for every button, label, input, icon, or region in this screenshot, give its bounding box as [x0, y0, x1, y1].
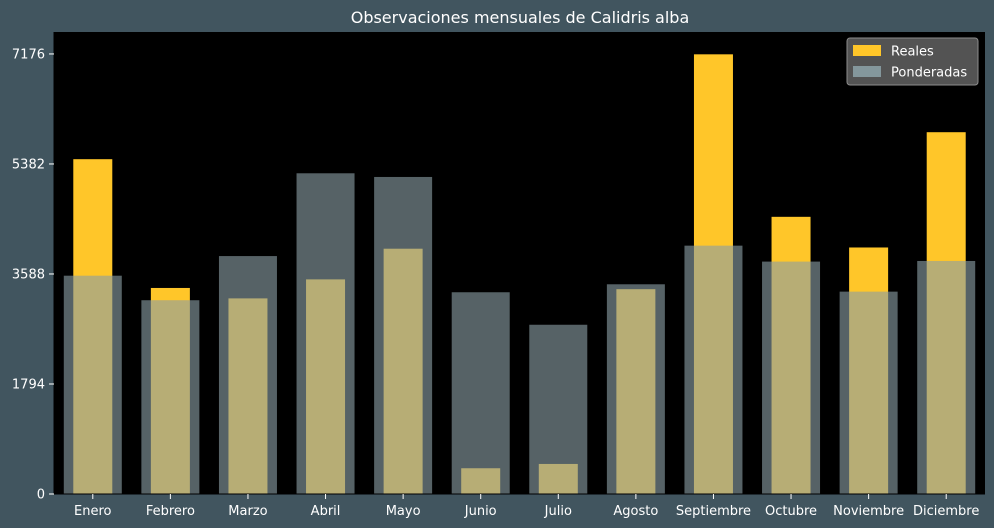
bar-ponderadas-agosto — [606, 284, 665, 494]
bar-ponderadas-mayo — [374, 176, 433, 495]
x-tick-label-agosto: Agosto — [613, 504, 658, 519]
x-tick-label-octubre: Octubre — [765, 504, 817, 519]
x-tick-label-junio: Junio — [464, 504, 497, 519]
bar-ponderadas-enero — [63, 275, 122, 494]
bar-ponderadas-abril — [296, 173, 355, 495]
x-tick-label-abril: Abril — [311, 504, 341, 519]
bar-ponderadas-diciembre — [917, 260, 976, 494]
bar-ponderadas-septiembre — [684, 245, 743, 494]
bar-ponderadas-junio — [451, 292, 510, 494]
x-tick-label-septiembre: Septiembre — [676, 504, 751, 519]
y-tick-label: 7176 — [12, 47, 45, 62]
x-tick-label-enero: Enero — [74, 504, 112, 519]
bar-ponderadas-julio — [529, 324, 588, 494]
bar-ponderadas-octubre — [762, 261, 821, 494]
x-tick-label-marzo: Marzo — [228, 504, 267, 519]
legend: Reales Ponderadas — [846, 37, 979, 86]
plot-area — [54, 32, 985, 494]
bar-ponderadas-noviembre — [839, 291, 898, 494]
x-tick-label-diciembre: Diciembre — [913, 504, 979, 519]
series-ponderadas — [63, 173, 976, 495]
y-tick-label: 3588 — [12, 267, 45, 282]
x-tick-label-noviembre: Noviembre — [833, 504, 904, 519]
y-tick-label: 0 — [37, 488, 45, 503]
x-tick-label-mayo: Mayo — [386, 504, 421, 519]
bar-ponderadas-febrero — [141, 300, 200, 494]
bar-ponderadas-marzo — [218, 256, 277, 494]
legend-label-reales: Reales — [891, 45, 934, 60]
y-tick-label: 1794 — [12, 377, 45, 392]
legend-swatch-ponderadas — [853, 66, 881, 77]
y-tick-label: 5382 — [12, 157, 45, 172]
chart-title: Observaciones mensuales de Calidris alba — [351, 8, 690, 27]
legend-label-ponderadas: Ponderadas — [891, 66, 967, 81]
x-tick-label-febrero: Febrero — [146, 504, 195, 519]
x-tick-label-julio: Julio — [544, 504, 572, 519]
legend-swatch-reales — [853, 45, 881, 56]
axes: 0 1794 3588 5382 7176 Enero Febrero Marzo Abril M… — [12, 32, 985, 519]
